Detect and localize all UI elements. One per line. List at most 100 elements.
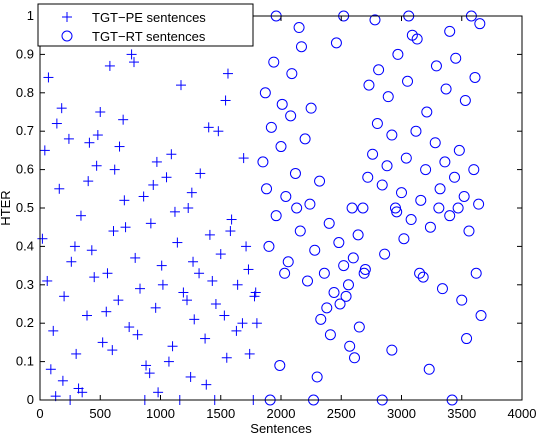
data-point [45, 364, 56, 375]
data-point [195, 168, 206, 179]
data-point [357, 202, 369, 214]
data-point [153, 387, 164, 398]
data-point [203, 122, 214, 133]
data-point [318, 267, 330, 279]
data-point [251, 318, 262, 329]
x-tick-label: 0 [36, 406, 43, 421]
data-point [305, 102, 317, 114]
data-point [175, 80, 186, 91]
data-point [291, 202, 303, 214]
data-point [204, 229, 215, 240]
legend-marker-plus [62, 12, 72, 22]
data-point [414, 267, 426, 279]
data-point [50, 391, 61, 402]
y-tick-label: 0.6 [16, 162, 34, 177]
data-point [376, 179, 388, 191]
y-tick-label: 0.4 [16, 238, 34, 253]
y-tick-label: 0.9 [16, 46, 34, 61]
data-point [135, 283, 146, 294]
data-point [144, 368, 155, 379]
data-point [118, 114, 129, 125]
data-point [221, 352, 232, 363]
data-point [352, 229, 364, 241]
data-point [150, 302, 161, 313]
data-point [402, 75, 414, 87]
data-point [69, 241, 80, 252]
data-point [42, 275, 53, 286]
data-point [353, 321, 365, 333]
legend-label-tgt-rt: TGT−RT sentences [92, 29, 206, 44]
data-point [469, 71, 481, 83]
data-point [453, 144, 465, 156]
data-point [276, 98, 288, 110]
data-point [398, 233, 410, 245]
data-point [410, 125, 422, 137]
data-point [286, 68, 298, 80]
data-point [210, 299, 221, 309]
data-point [381, 160, 393, 172]
data-point [259, 87, 271, 99]
data-point [386, 129, 398, 141]
data-point [392, 48, 404, 60]
data-point [475, 310, 487, 322]
data-point [396, 187, 407, 199]
x-tick-label: 3500 [447, 406, 476, 421]
data-point [363, 79, 375, 91]
data-point [222, 68, 233, 79]
data-point [182, 295, 193, 306]
data-point [148, 179, 159, 190]
data-point [161, 172, 172, 183]
data-point [167, 341, 178, 352]
data-point [124, 322, 135, 333]
data-point [126, 49, 137, 60]
data-point [263, 240, 275, 252]
data-point [362, 171, 374, 183]
data-point [295, 41, 307, 53]
data-point [315, 313, 327, 325]
data-layer [37, 10, 487, 406]
data-point [56, 103, 67, 114]
data-point [73, 383, 84, 394]
data-point [358, 267, 370, 279]
data-point [261, 183, 273, 195]
data-point [63, 133, 74, 144]
x-tick-label: 500 [89, 406, 111, 421]
legend-label-tgt-pe: TGT−PE sentences [92, 10, 206, 25]
y-tick-label: 0.8 [16, 85, 34, 100]
data-point [285, 110, 297, 122]
data-point [186, 187, 197, 198]
data-point [424, 221, 436, 233]
data-point [257, 156, 269, 168]
y-tick-label: 0.7 [16, 123, 34, 138]
data-point [294, 225, 306, 237]
data-point [330, 37, 342, 49]
data-point [130, 252, 141, 263]
series-tgt-rt [257, 10, 487, 406]
data-point [417, 271, 429, 283]
axis-ticks: 0 500 1000 1500 2000 2500 3000 3500 4000 0 0.1 0.2 0… [16, 8, 537, 421]
data-point [450, 52, 462, 64]
y-tick-label: 0.2 [16, 315, 34, 330]
data-point [389, 202, 401, 214]
data-point [382, 91, 394, 103]
data-point [238, 153, 249, 164]
legend-box [37, 3, 254, 47]
data-point [474, 18, 486, 30]
data-point [449, 171, 461, 183]
legend: TGT−PE sentences TGT−RT sentences [37, 3, 254, 47]
data-point [439, 156, 451, 168]
data-point [420, 164, 432, 176]
data-point [241, 241, 252, 252]
data-point [92, 130, 103, 141]
data-point [302, 275, 314, 287]
series-tgt-pe [37, 49, 262, 405]
data-point [324, 329, 336, 341]
data-point [265, 121, 277, 133]
y-axis-label: HTER [0, 190, 13, 225]
data-point [311, 371, 323, 383]
legend-marker-circle [61, 30, 73, 42]
data-point [309, 244, 321, 256]
data-point [244, 348, 255, 359]
data-point [268, 56, 280, 68]
data-point [249, 291, 260, 302]
